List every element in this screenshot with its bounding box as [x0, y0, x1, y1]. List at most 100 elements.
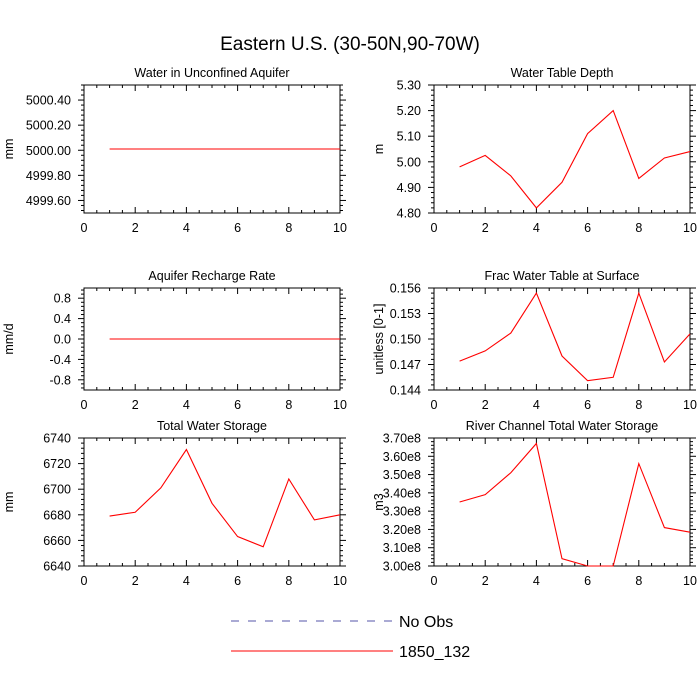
panel-1: Water in Unconfined Aquifer mm 0 2 4 6 8 10 4999… — [2, 66, 347, 235]
y-tick-label: 5000.00 — [26, 144, 71, 158]
series-line — [459, 109, 691, 209]
y-tick-label: 3.00e8 — [383, 560, 421, 574]
x-tick-label: 4 — [183, 574, 190, 588]
x-tick-label: 6 — [584, 398, 591, 412]
y-tick-label: 3.20e8 — [383, 523, 421, 537]
plot-frame — [433, 437, 691, 567]
x-tick-label: 6 — [584, 574, 591, 588]
plot-frame — [83, 437, 341, 567]
x-tick-label: 10 — [683, 398, 697, 412]
x-tick-label: 0 — [431, 398, 438, 412]
plot-frame — [433, 287, 691, 391]
x-tick-label: 2 — [132, 574, 139, 588]
panel-title: River Channel Total Water Storage — [466, 419, 659, 433]
x-tick-label: 0 — [81, 574, 88, 588]
y-tick-label: 3.10e8 — [383, 541, 421, 555]
y-tick-label: 0.8 — [54, 292, 71, 306]
panel-title: Frac Water Table at Surface — [485, 269, 640, 283]
y-tick-label: 6740 — [43, 432, 71, 446]
x-tick-label: 2 — [482, 221, 489, 235]
x-tick-label: 2 — [132, 221, 139, 235]
y-axis-label: mm — [2, 139, 16, 160]
y-tick-label: 3.40e8 — [383, 486, 421, 500]
x-tick-label: 6 — [584, 221, 591, 235]
y-tick-label: 5.20 — [397, 104, 421, 118]
y-tick-label: 0.156 — [390, 282, 421, 296]
y-tick-label: 5000.40 — [26, 94, 71, 108]
x-tick-label: 2 — [132, 398, 139, 412]
x-tick-label: 10 — [333, 398, 347, 412]
x-tick-label: 0 — [81, 398, 88, 412]
x-tick-label: 8 — [285, 574, 292, 588]
panel-3: Aquifer Recharge Rate mm/d 0 2 4 6 8 10 -0.8 -0.4… — [2, 269, 347, 412]
y-tick-label: 4.80 — [397, 207, 421, 221]
x-tick-label: 10 — [333, 574, 347, 588]
x-tick-label: 6 — [234, 574, 241, 588]
panel-5: Total Water Storage mm 0 2 4 6 8 10 6640 6660 6680… — [2, 419, 347, 588]
y-tick-label: 3.70e8 — [383, 432, 421, 446]
y-axis-label: mm — [2, 492, 16, 513]
y-tick-label: 3.60e8 — [383, 450, 421, 464]
y-axis-label: m — [372, 144, 386, 154]
y-tick-label: -0.8 — [49, 373, 71, 387]
y-tick-label: 6680 — [43, 508, 71, 522]
x-tick-label: 4 — [533, 574, 540, 588]
y-tick-label: 5000.20 — [26, 119, 71, 133]
panel-title: Water in Unconfined Aquifer — [134, 66, 289, 80]
y-tick-label: 6660 — [43, 534, 71, 548]
y-tick-label: 4.90 — [397, 181, 421, 195]
x-tick-label: 2 — [482, 574, 489, 588]
y-tick-label: 5.00 — [397, 155, 421, 169]
y-tick-label: 5.30 — [397, 79, 421, 93]
x-tick-label: 4 — [533, 398, 540, 412]
x-tick-label: 8 — [285, 221, 292, 235]
plot-frame — [433, 84, 691, 214]
x-tick-label: 8 — [635, 221, 642, 235]
x-tick-label: 4 — [533, 221, 540, 235]
x-tick-label: 0 — [81, 221, 88, 235]
x-tick-label: 8 — [635, 398, 642, 412]
panel-2: Water Table Depth m 0 2 4 6 8 10 4.80 4.90 5.00 5.1… — [372, 66, 697, 235]
series-line — [459, 442, 691, 567]
x-tick-label: 10 — [333, 221, 347, 235]
panel-title: Aquifer Recharge Rate — [148, 269, 275, 283]
y-tick-label: 3.30e8 — [383, 505, 421, 519]
y-tick-label: 0.144 — [390, 384, 421, 398]
y-tick-label: 0.4 — [54, 312, 71, 326]
y-tick-label: 4999.80 — [26, 169, 71, 183]
y-tick-label: 6640 — [43, 560, 71, 574]
x-tick-label: 10 — [683, 574, 697, 588]
x-tick-label: 10 — [683, 221, 697, 235]
panel-title: Total Water Storage — [157, 419, 267, 433]
y-axis-label: mm/d — [2, 323, 16, 354]
y-tick-label: 0.0 — [54, 333, 71, 347]
y-tick-label: 6700 — [43, 483, 71, 497]
x-tick-label: 8 — [285, 398, 292, 412]
panel-6: River Channel Total Water Storage m3 0 2 4 6 8… — [372, 419, 697, 588]
x-tick-label: 6 — [234, 398, 241, 412]
x-tick-label: 4 — [183, 221, 190, 235]
x-tick-label: 6 — [234, 221, 241, 235]
y-tick-label: 0.147 — [390, 358, 421, 372]
x-tick-label: 0 — [431, 221, 438, 235]
figure-title: Eastern U.S. (30-50N,90-70W) — [220, 34, 480, 55]
series-line — [109, 448, 341, 548]
panel-4: Frac Water Table at Surface unitless [0-1… — [372, 269, 697, 412]
y-tick-label: 0.150 — [390, 333, 421, 347]
y-axis-label: m3 — [372, 493, 386, 510]
panel-title: Water Table Depth — [511, 66, 614, 80]
legend-label: No Obs — [399, 614, 453, 631]
legend: No Obs 1850_132 — [231, 614, 470, 661]
y-tick-label: 6720 — [43, 457, 71, 471]
y-axis-label: unitless [0-1] — [372, 304, 386, 375]
x-tick-label: 0 — [431, 574, 438, 588]
y-tick-label: 3.50e8 — [383, 468, 421, 482]
y-tick-label: -0.4 — [49, 353, 71, 367]
legend-label: 1850_132 — [399, 644, 470, 661]
x-tick-label: 8 — [635, 574, 642, 588]
x-tick-label: 2 — [482, 398, 489, 412]
series-line — [459, 291, 691, 382]
y-tick-label: 5.10 — [397, 130, 421, 144]
y-tick-label: 4999.60 — [26, 194, 71, 208]
